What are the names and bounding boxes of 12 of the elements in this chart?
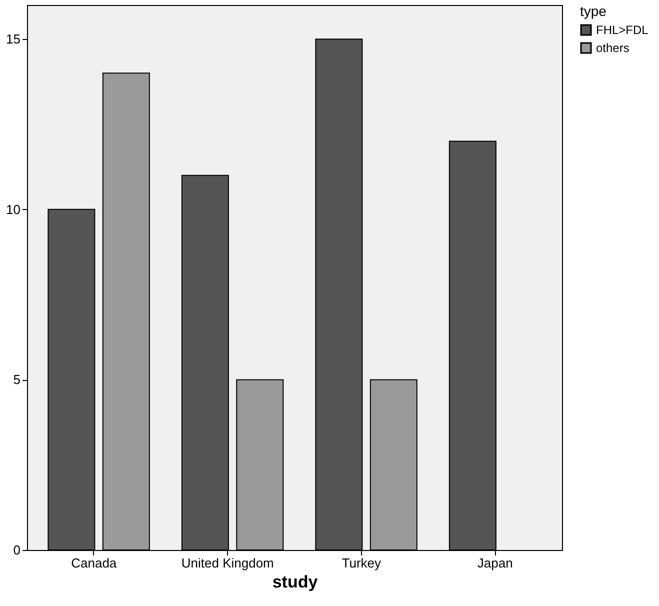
y-tick-label: 15 xyxy=(6,32,20,47)
x-axis-title: study xyxy=(272,572,318,592)
x-tick-label: Turkey xyxy=(342,556,382,570)
x-tick-label: Canada xyxy=(71,556,118,570)
y-tick-label: 5 xyxy=(13,372,20,388)
y-tick-label: 10 xyxy=(6,202,20,217)
y-tick-label: 0 xyxy=(13,542,20,558)
x-tick-label: United Kingdom xyxy=(181,556,274,570)
legend-title: type xyxy=(580,3,607,19)
legend-label: others xyxy=(596,41,630,55)
x-tick-label: Japan xyxy=(477,556,513,570)
legend-label: FHL>FDL xyxy=(596,23,649,37)
